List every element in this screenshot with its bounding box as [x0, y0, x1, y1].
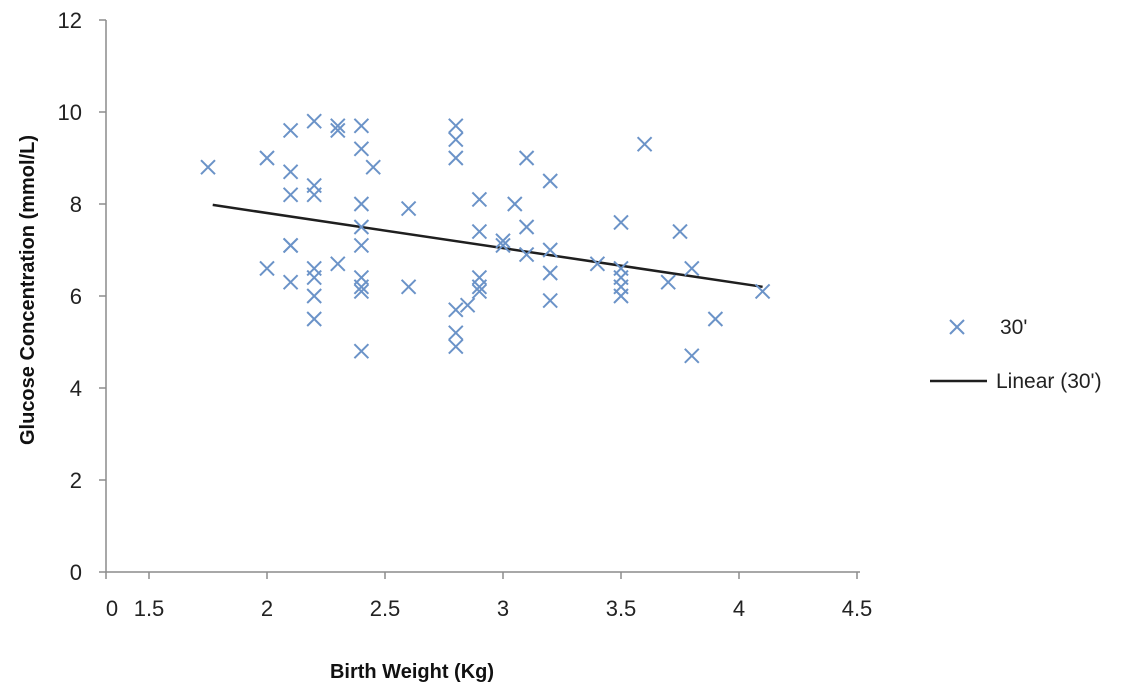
data-point [353, 279, 370, 295]
data-point [400, 279, 417, 295]
data-point [353, 196, 370, 212]
data-point [660, 274, 676, 290]
data-point [448, 302, 464, 318]
x-tick-label: 4.5 [842, 596, 873, 621]
y-tick-label: 8 [70, 192, 82, 217]
data-point [754, 283, 771, 300]
x-tick-label: 2.5 [370, 596, 401, 621]
data-point [448, 325, 464, 341]
tick-labels: 0 2 4 6 8 10 12 0 1.5 2 2.5 3 3.5 4 4.5 [58, 8, 873, 621]
data-point [589, 256, 606, 272]
x-tick-label: 3 [497, 596, 509, 621]
data-point [353, 343, 370, 359]
data-point [306, 113, 322, 129]
data-point [353, 141, 370, 157]
data-point [495, 237, 511, 254]
data-point [613, 214, 629, 231]
data-point [282, 274, 299, 290]
data-point [353, 219, 370, 235]
data-point [306, 187, 322, 203]
data-point [613, 288, 629, 304]
data-point [306, 269, 322, 286]
data-point [330, 122, 346, 139]
data-point [518, 150, 535, 166]
y-tick-label: 2 [70, 468, 82, 493]
data-point [684, 260, 700, 277]
data-point [636, 136, 653, 152]
data-point [471, 191, 488, 208]
legend-label-linear: Linear (30') [996, 370, 1102, 393]
data-point [259, 150, 275, 166]
trendline-layer [212, 203, 763, 289]
data-point [306, 311, 322, 327]
data-points [200, 113, 771, 364]
legend-marker-30 [949, 319, 965, 335]
data-point [495, 233, 511, 249]
data-point [518, 219, 535, 235]
legend: 30' Linear (30') [930, 316, 1102, 393]
data-point [282, 164, 299, 180]
x-tick-label: 0 [106, 596, 118, 621]
data-point [707, 311, 724, 327]
data-point [282, 187, 299, 203]
data-point [448, 338, 464, 355]
x-tick-label: 2 [261, 596, 273, 621]
data-point [471, 283, 488, 300]
data-point [471, 223, 488, 240]
data-point [353, 237, 370, 254]
data-point [330, 118, 346, 134]
data-point [471, 279, 488, 295]
data-point [448, 150, 464, 166]
x-axis-title: Birth Weight (Kg) [330, 661, 494, 683]
data-point [542, 292, 558, 309]
data-point [459, 297, 476, 313]
data-point [353, 283, 370, 300]
data-point [330, 256, 346, 272]
y-tick-label: 6 [70, 284, 82, 309]
data-point [448, 118, 464, 134]
data-point [200, 159, 216, 175]
data-point [684, 348, 700, 364]
data-point [542, 242, 558, 258]
data-point [507, 196, 523, 212]
data-point [448, 131, 464, 148]
data-point [282, 237, 299, 254]
x-tick-label: 3.5 [606, 596, 637, 621]
x-tick-label: 1.5 [134, 596, 165, 621]
data-point [353, 118, 370, 134]
data-point [306, 288, 322, 304]
data-point [542, 265, 558, 281]
y-tick-label: 12 [58, 8, 82, 33]
data-point [282, 122, 299, 139]
data-point [365, 159, 381, 175]
axes [99, 19, 860, 579]
y-tick-label: 4 [70, 376, 82, 401]
data-point [518, 246, 535, 263]
data-point [542, 173, 558, 189]
data-point [400, 200, 417, 217]
y-tick-label: 10 [58, 100, 82, 125]
data-point [672, 223, 688, 240]
trendline [212, 203, 763, 289]
legend-label-30: 30' [1000, 316, 1027, 339]
y-tick-label: 0 [70, 560, 82, 585]
data-point [259, 260, 275, 277]
x-tick-label: 4 [733, 596, 745, 621]
y-axis-title: Glucose Concentration (mmol/L) [17, 135, 39, 445]
